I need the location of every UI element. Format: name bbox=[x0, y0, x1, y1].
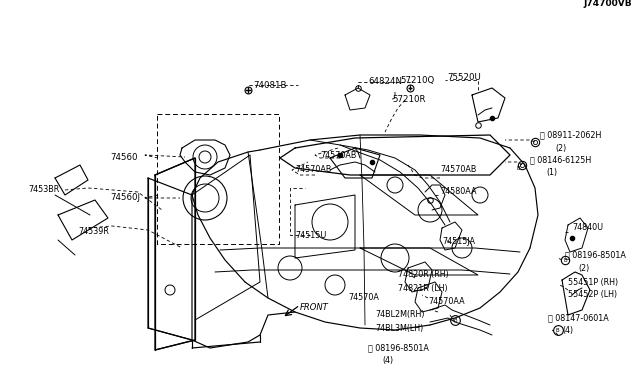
Text: B: B bbox=[555, 327, 559, 333]
Text: Ⓑ 08147-0601A: Ⓑ 08147-0601A bbox=[548, 314, 609, 323]
Text: 74515U: 74515U bbox=[295, 231, 326, 240]
Text: (4): (4) bbox=[382, 356, 393, 365]
Text: 7453BR: 7453BR bbox=[28, 186, 60, 195]
Text: Ⓑ 08196-8501A: Ⓑ 08196-8501A bbox=[565, 250, 626, 260]
Text: B: B bbox=[516, 166, 520, 170]
Text: 55452P (LH): 55452P (LH) bbox=[568, 291, 617, 299]
Text: 74570AB: 74570AB bbox=[320, 151, 356, 160]
Text: Ⓝ 08911-2062H: Ⓝ 08911-2062H bbox=[540, 131, 602, 140]
Text: 74539R: 74539R bbox=[78, 228, 109, 237]
Text: 74820R (RH): 74820R (RH) bbox=[398, 270, 449, 279]
Text: 55451P (RH): 55451P (RH) bbox=[568, 278, 618, 286]
Text: 74BL2M(RH): 74BL2M(RH) bbox=[375, 311, 424, 320]
Text: (1): (1) bbox=[546, 167, 557, 176]
Text: B: B bbox=[563, 257, 567, 263]
Text: (2): (2) bbox=[578, 263, 589, 273]
Text: 74840U: 74840U bbox=[572, 224, 603, 232]
Text: B: B bbox=[453, 317, 457, 323]
Text: 74570AB: 74570AB bbox=[440, 166, 476, 174]
Text: 74570AB: 74570AB bbox=[295, 166, 332, 174]
Text: Ⓑ 08196-8501A: Ⓑ 08196-8501A bbox=[368, 343, 429, 353]
Text: 74515JA: 74515JA bbox=[442, 237, 475, 247]
Text: 74081B: 74081B bbox=[253, 80, 287, 90]
Text: 75520U: 75520U bbox=[447, 74, 481, 83]
Text: 57210Q: 57210Q bbox=[400, 76, 435, 84]
Text: (2): (2) bbox=[555, 144, 566, 153]
Text: 64824N: 64824N bbox=[368, 77, 402, 87]
Text: 57210R: 57210R bbox=[392, 96, 426, 105]
Text: 74BL3M(LH): 74BL3M(LH) bbox=[375, 324, 423, 333]
Text: (4): (4) bbox=[562, 326, 573, 334]
Text: 74821R (LH): 74821R (LH) bbox=[398, 283, 447, 292]
Text: FRONT: FRONT bbox=[300, 304, 329, 312]
Text: 74570AA: 74570AA bbox=[428, 298, 465, 307]
Text: Ⓑ 08146-6125H: Ⓑ 08146-6125H bbox=[530, 155, 591, 164]
Text: 74570A: 74570A bbox=[348, 294, 379, 302]
Text: 74560J: 74560J bbox=[110, 193, 140, 202]
Text: J74700VB: J74700VB bbox=[584, 0, 632, 8]
Text: 74580AA: 74580AA bbox=[440, 187, 477, 196]
Text: 74560: 74560 bbox=[110, 154, 138, 163]
